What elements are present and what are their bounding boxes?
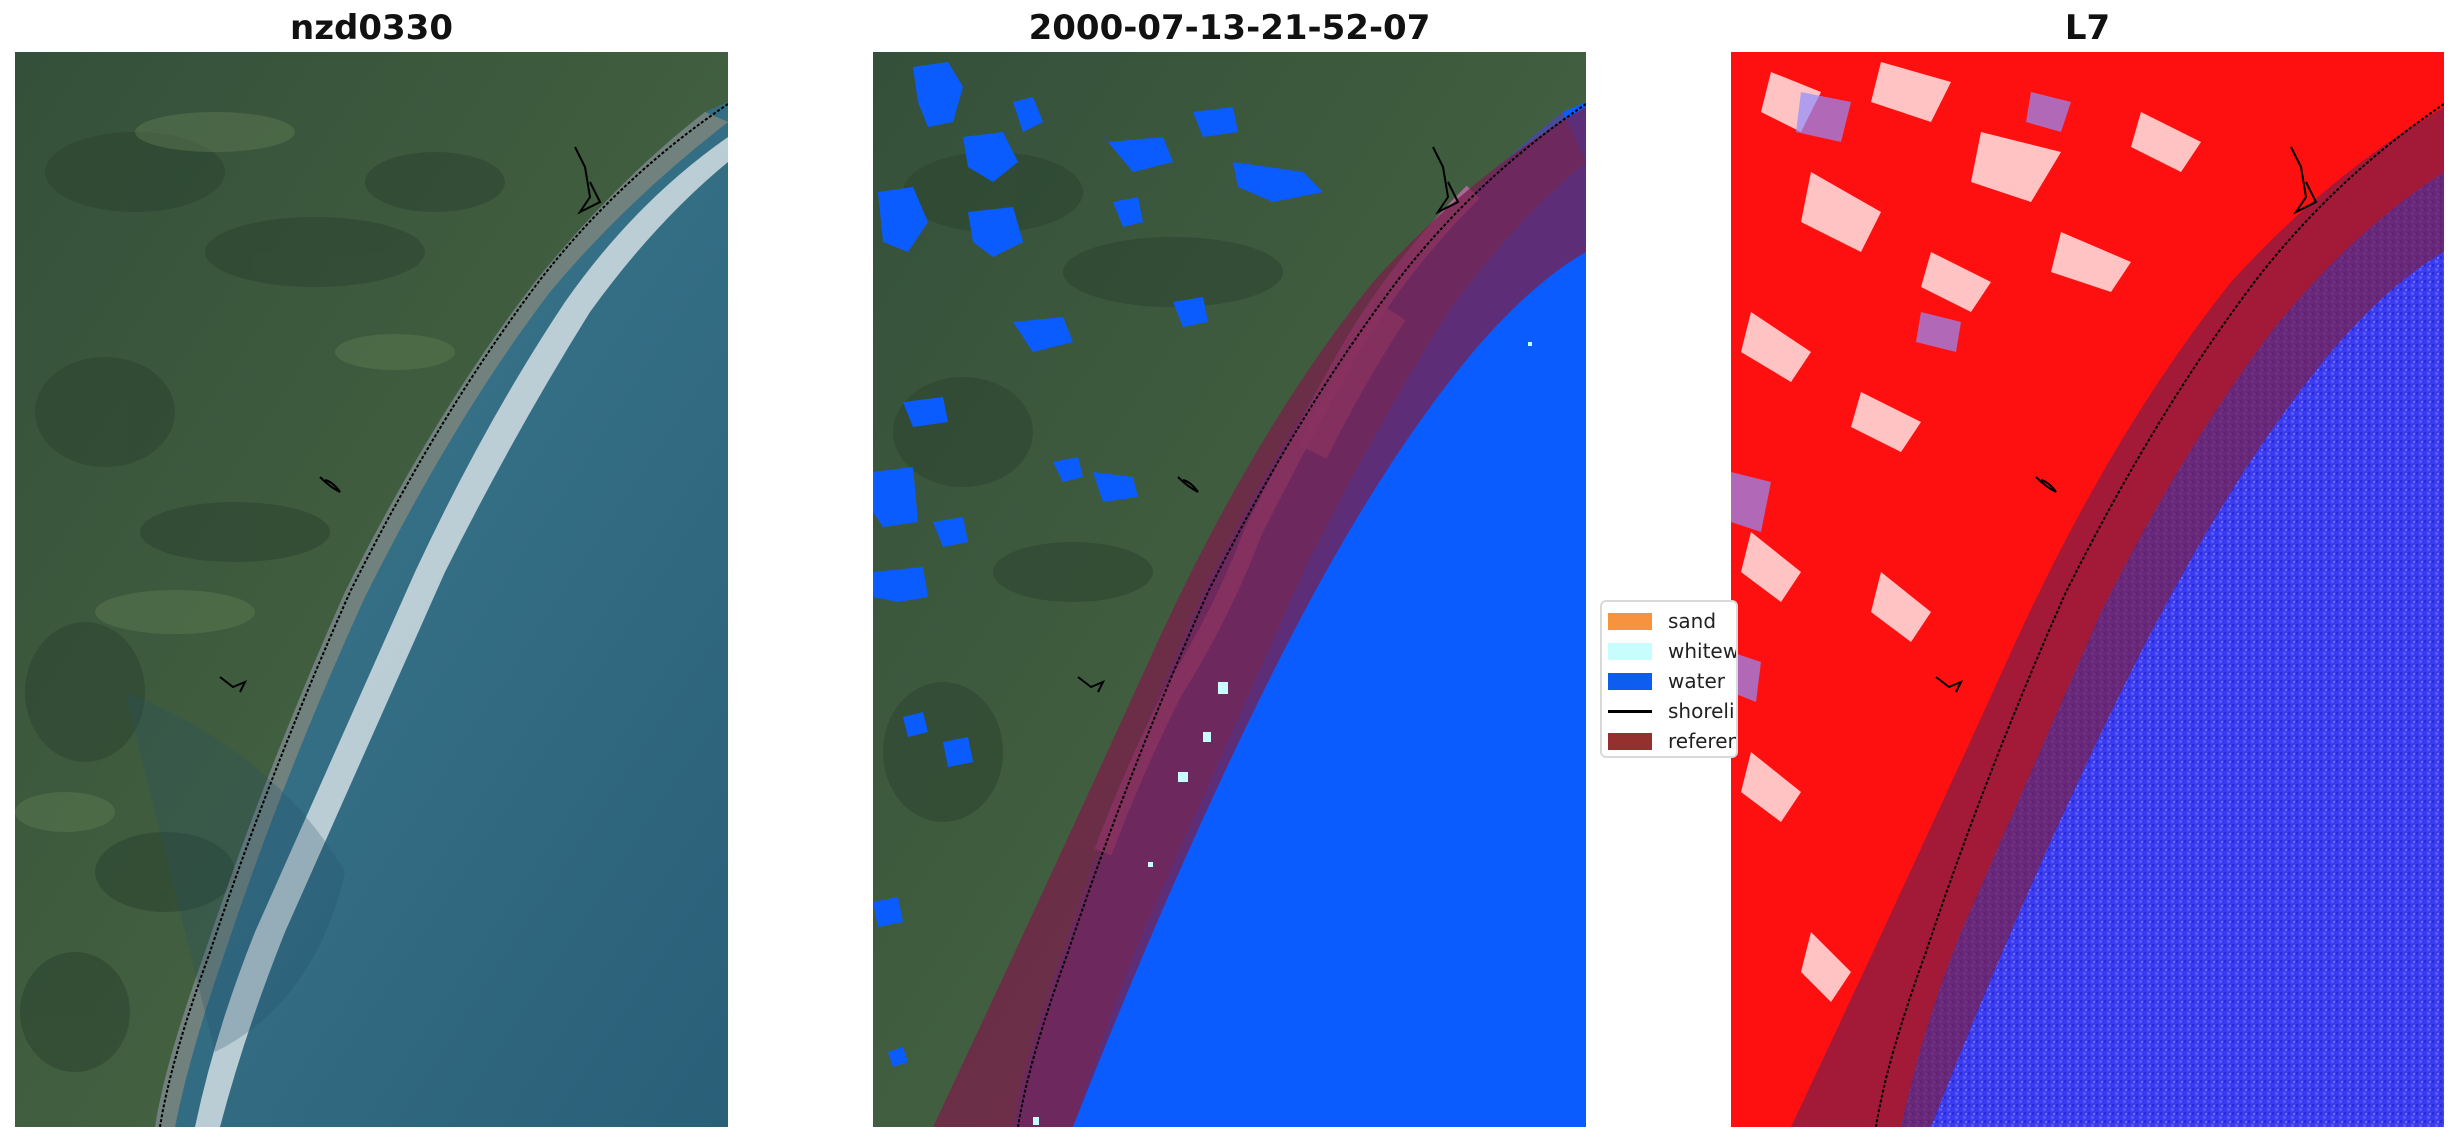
water-patches — [873, 62, 1323, 1067]
whitewater-swatch — [1608, 642, 1652, 660]
panel-title-classified: 2000-07-13-21-52-07 — [1028, 8, 1431, 48]
legend-label: water — [1668, 669, 1725, 693]
index-image-panel — [1731, 52, 2444, 1127]
legend-item-whitewater: whitewater — [1608, 637, 1738, 665]
classified-image-panel — [873, 52, 1586, 1127]
legend-item-shoreline: shoreline — [1608, 697, 1736, 725]
rgb-image — [15, 52, 728, 1127]
shoreline-line-swatch — [1608, 709, 1652, 713]
legend-item-reference: reference — [1608, 727, 1736, 755]
legend: sand whitewater water shoreline referenc… — [1600, 600, 1738, 758]
reference-swatch — [1608, 732, 1652, 750]
legend-item-sand: sand — [1608, 607, 1716, 635]
legend-label: reference — [1668, 729, 1736, 753]
legend-label: shoreline — [1668, 699, 1736, 723]
index-image — [1731, 52, 2444, 1127]
classified-image — [873, 52, 1586, 1127]
legend-label: sand — [1668, 609, 1717, 633]
panel-title-rgb: nzd0330 — [290, 8, 453, 48]
rgb-image-panel — [15, 52, 728, 1127]
water-swatch — [1608, 672, 1652, 690]
panel-title-index: L7 — [2064, 8, 2111, 48]
sand-swatch — [1608, 612, 1652, 630]
legend-label: whitewater — [1668, 639, 1738, 663]
legend-item-water: water — [1608, 667, 1725, 695]
